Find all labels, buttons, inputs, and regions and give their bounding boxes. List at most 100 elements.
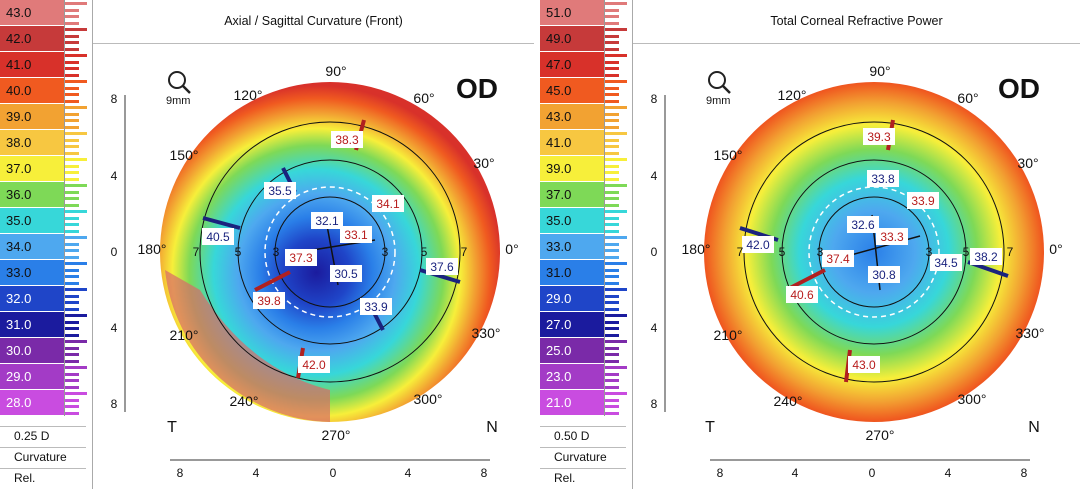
scale-value: 43.0 — [0, 0, 64, 26]
ruler-tick — [65, 158, 87, 161]
ruler-tick — [65, 288, 87, 291]
scale-value: 45.0 — [540, 78, 604, 104]
ruler-tick — [65, 177, 79, 181]
ruler-tick — [605, 164, 619, 168]
ruler-tick — [605, 93, 619, 96]
ring-label: 5 — [235, 245, 242, 259]
scale-value: 47.0 — [540, 52, 604, 78]
zoom-icon[interactable] — [708, 71, 731, 94]
ruler-tick — [65, 301, 79, 304]
lower-left-zone — [165, 270, 330, 422]
scale-value: 35.0 — [0, 208, 64, 234]
ruler-tick — [65, 132, 87, 135]
ruler-tick — [605, 106, 627, 109]
scale-value: 40.0 — [0, 78, 64, 104]
ring-label: 5 — [779, 245, 786, 259]
ring-label: 7 — [461, 245, 468, 259]
axis-degree-label: 210° — [714, 327, 743, 343]
reading-value: 33.9 — [364, 300, 388, 314]
ruler-tick — [605, 216, 619, 220]
scale-value: 29.0 — [0, 364, 64, 390]
scale-value: 28.0 — [0, 390, 64, 416]
ring-label: 7 — [1007, 245, 1014, 259]
scale-value: 43.0 — [540, 104, 604, 130]
ruler-tick — [605, 242, 619, 246]
reading-value: 34.5 — [934, 256, 958, 270]
ring-label: 7 — [193, 245, 200, 259]
eye-label: OD — [998, 73, 1040, 104]
ruler-tick — [605, 158, 627, 161]
reading-value: 40.6 — [790, 288, 814, 302]
meridian-mark — [202, 216, 241, 230]
reading-value: 33.1 — [344, 228, 368, 242]
scale-value: 27.0 — [540, 312, 604, 338]
ruler-tick — [605, 340, 627, 343]
map-title-left: Axial / Sagittal Curvature (Front) — [224, 14, 403, 28]
ruler-tick — [605, 145, 619, 148]
ruler-tick — [605, 28, 627, 31]
axis-degree-label: 240° — [774, 393, 803, 409]
ruler-tick — [65, 184, 87, 187]
scale-value: 30.0 — [0, 338, 64, 364]
ruler-tick — [65, 314, 87, 317]
scale-value: 23.0 — [540, 364, 604, 390]
scale-value: 36.0 — [0, 182, 64, 208]
x-tick: 8 — [717, 466, 724, 480]
ruler-tick — [65, 320, 79, 324]
ruler-tick — [605, 138, 619, 142]
scale-value: 39.0 — [540, 156, 604, 182]
ruler-tick — [65, 15, 79, 18]
ruler-tick — [605, 203, 619, 207]
ruler-tick — [605, 372, 619, 376]
ruler-tick — [605, 99, 619, 103]
ruler-tick — [605, 236, 627, 239]
scale-value: 25.0 — [540, 338, 604, 364]
x-tick: 0 — [330, 466, 337, 480]
ruler-tick — [65, 47, 79, 51]
temporal-label: T — [167, 419, 177, 436]
scale-value: 29.0 — [540, 286, 604, 312]
type-label-right: Curvature — [540, 447, 626, 466]
meridian-mark — [254, 270, 291, 292]
ruler-tick — [65, 2, 87, 5]
ruler-tick — [605, 177, 619, 181]
reading-value: 37.4 — [826, 252, 850, 266]
y-tick: 4 — [111, 169, 118, 183]
ruler-tick — [605, 411, 619, 415]
zoom-icon[interactable] — [168, 71, 191, 94]
ring-label: 3 — [817, 245, 824, 259]
ruler-tick — [65, 262, 87, 265]
title-rule-left — [93, 43, 534, 44]
ruler-tick — [65, 405, 79, 408]
axis-degree-label: 240° — [230, 393, 259, 409]
mode-label-left: Rel. — [0, 468, 86, 487]
ruler-tick — [605, 80, 627, 83]
reading-value: 38.2 — [974, 250, 998, 264]
reading-value: 42.0 — [746, 238, 770, 252]
scale-value: 41.0 — [0, 52, 64, 78]
ruler-tick — [65, 411, 79, 415]
x-tick: 4 — [945, 466, 952, 480]
color-scale-left: 43.0 42.0 41.0 40.0 39.0 38.0 37.0 36.0 35.0 34.0… — [0, 0, 64, 416]
ruler-tick — [65, 34, 79, 38]
ring-label: 7 — [737, 245, 744, 259]
reading-value: 30.5 — [334, 267, 358, 281]
scale-value: 38.0 — [0, 130, 64, 156]
ruler-tick — [65, 73, 79, 77]
reading-value: 40.5 — [206, 230, 230, 244]
scale-value: 34.0 — [0, 234, 64, 260]
ruler-tick — [65, 372, 79, 376]
step-label-right: 0.50 D — [540, 426, 626, 445]
ruler-tick — [65, 164, 79, 168]
ruler-tick — [605, 47, 619, 51]
axis-degree-label: 30° — [1017, 155, 1038, 171]
axis-degree-label: 30° — [473, 155, 494, 171]
ruler-tick — [65, 99, 79, 103]
axis-degree-label: 120° — [234, 87, 263, 103]
x-tick: 4 — [792, 466, 799, 480]
reading-value: 32.6 — [851, 218, 875, 232]
topography-map-right: 39.3 33.8 42.0 32.6 33.9 33.3 37.4 38.2 … — [651, 63, 1063, 480]
y-tick: 0 — [111, 245, 118, 259]
ruler-tick — [65, 8, 79, 12]
reading-value: 33.8 — [871, 172, 895, 186]
